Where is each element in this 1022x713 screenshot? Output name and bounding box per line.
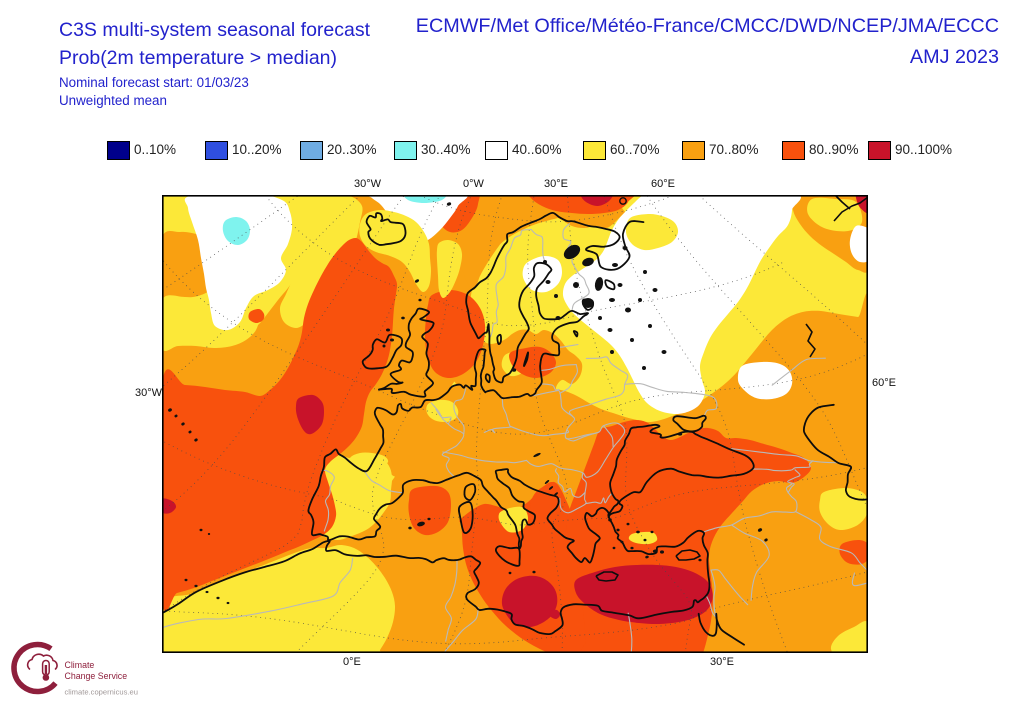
- svg-text:Change Service: Change Service: [65, 671, 128, 681]
- svg-text:Climate: Climate: [65, 660, 95, 670]
- svg-text:climate.copernicus.eu: climate.copernicus.eu: [65, 688, 138, 697]
